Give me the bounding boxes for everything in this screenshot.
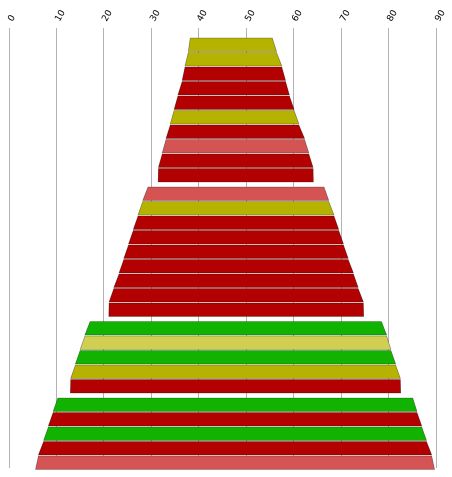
x-tick-label: 80 xyxy=(385,8,400,23)
x-tick-label: 30 xyxy=(148,8,163,23)
x-tick-label: 10 xyxy=(53,8,68,23)
funnel-band xyxy=(177,81,290,96)
x-tick-label: 0 xyxy=(6,13,18,23)
funnel-band xyxy=(84,321,388,336)
funnel-band xyxy=(35,455,435,470)
x-tick-label: 90 xyxy=(433,8,448,23)
funnel-band xyxy=(113,273,359,288)
funnel-band xyxy=(70,364,401,379)
funnel-band xyxy=(37,441,433,456)
funnel-band xyxy=(118,259,354,274)
x-axis-tick-labels: 0 10 20 30 40 50 60 70 80 90 xyxy=(6,8,448,23)
funnel-band xyxy=(165,124,306,139)
funnel-band xyxy=(79,335,392,350)
funnel-band xyxy=(169,110,300,125)
funnel-band xyxy=(74,350,397,365)
funnel-band xyxy=(52,397,418,412)
x-tick-label: 50 xyxy=(243,8,258,23)
funnel-band xyxy=(173,95,295,110)
funnel-band xyxy=(157,168,314,183)
x-tick-label: 40 xyxy=(195,8,210,23)
funnel-band xyxy=(142,186,330,201)
x-tick-label: 70 xyxy=(338,8,353,23)
funnel-band xyxy=(137,201,335,216)
funnel-band xyxy=(70,379,401,394)
x-tick-label: 60 xyxy=(290,8,305,23)
funnel-band xyxy=(108,302,364,317)
funnel-band xyxy=(181,66,286,81)
x-tick-label: 20 xyxy=(100,8,115,23)
funnel-band xyxy=(47,412,423,427)
funnel-band xyxy=(108,288,364,303)
funnel-band xyxy=(43,426,427,441)
funnel-band xyxy=(161,139,310,154)
funnel-band xyxy=(128,230,344,245)
funnel-band xyxy=(158,153,314,168)
funnel-band xyxy=(184,52,283,67)
funnel-band xyxy=(187,37,277,52)
funnel-band xyxy=(132,215,340,230)
funnel-band xyxy=(123,244,349,259)
funnel-bands xyxy=(35,37,435,470)
